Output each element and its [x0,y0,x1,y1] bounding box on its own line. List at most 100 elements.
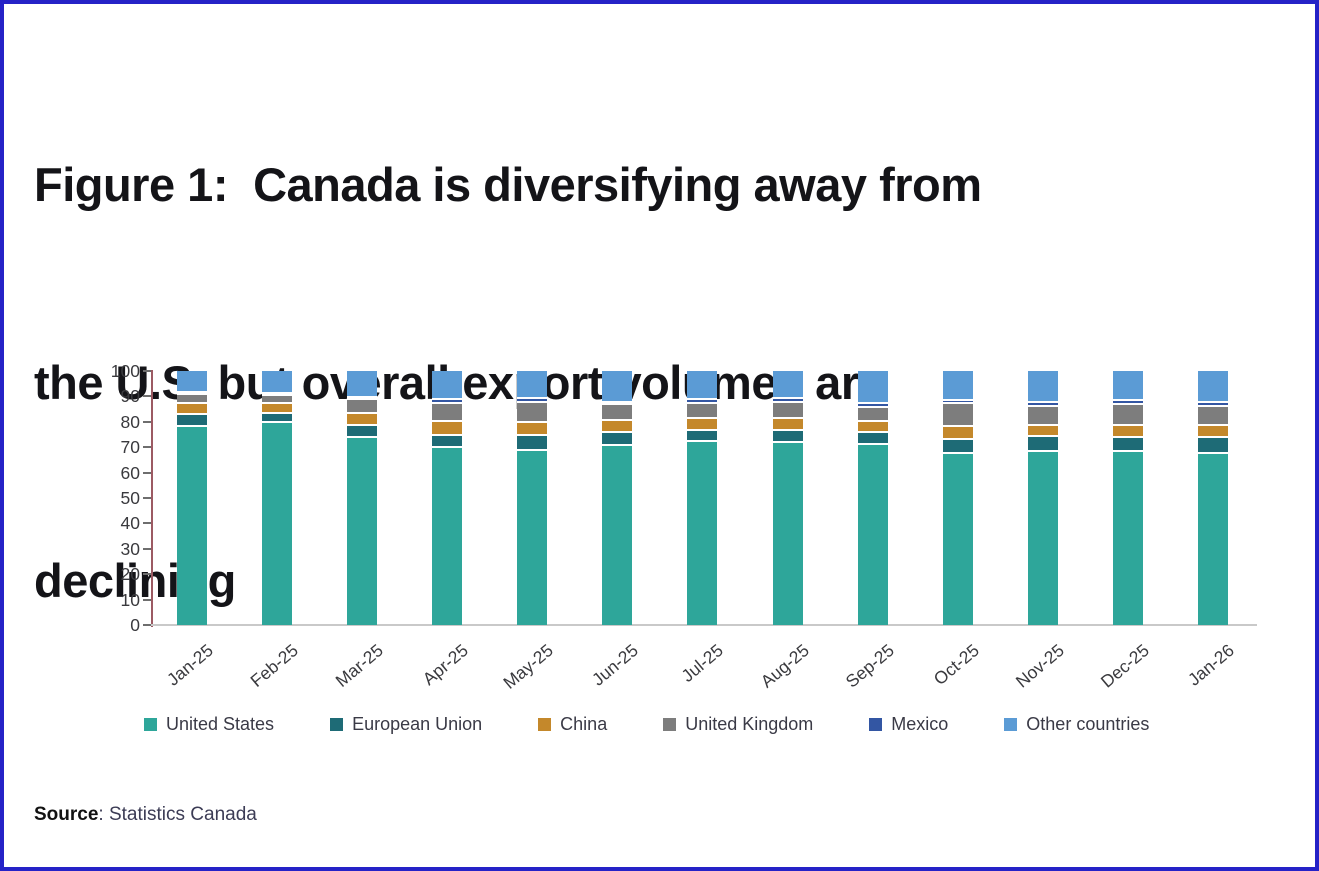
segment-european-union-Jun-25 [602,432,633,447]
source-value: : Statistics Canada [98,804,257,825]
x-tick-label-Oct-25: Oct-25 [929,640,983,690]
x-tick-label-Jan-25: Jan-25 [163,640,217,690]
segment-european-union-Aug-25 [772,430,803,444]
x-axis-baseline [151,624,1257,626]
segment-other-countries-Apr-25 [432,371,463,401]
y-tick-label-40: 40 [120,513,140,534]
export-share-stacked-bar-chart: 0 10 20 30 40 50 60 70 80 90 100 Jan-25 Feb-25 Mar-2… [4,4,1315,867]
y-axis-line [151,370,153,627]
legend-swatch-icon [869,718,883,731]
bar-Jan-26 [1197,371,1228,625]
segment-united-kingdom-Oct-25 [942,404,973,427]
segment-china-Sep-25 [857,421,888,434]
legend-item-other-countries: Other countries [1004,714,1149,735]
plot-area [151,371,1257,625]
bar-Jan-25 [177,371,207,625]
bar-Mar-25 [347,371,378,625]
segment-other-countries-Jan-26 [1197,371,1228,403]
segment-european-union-Feb-25 [262,414,293,424]
bar-Feb-25 [262,371,293,625]
segment-china-Jan-26 [1197,425,1228,439]
segment-mexico-Oct-25 [942,401,973,404]
x-tick-label-Aug-25: Aug-25 [756,640,813,692]
segment-other-countries-Sep-25 [857,371,888,405]
y-tick-label-50: 50 [120,488,140,508]
segment-united-states-Feb-25 [262,423,293,625]
segment-united-states-Jun-25 [602,446,633,625]
segment-united-states-Jul-25 [687,442,718,625]
x-tick-label-Jan-26: Jan-26 [1183,640,1238,690]
legend-label: European Union [352,714,483,734]
y-tick-label-0: 0 [130,615,140,635]
segment-united-kingdom-Sep-25 [857,407,888,422]
segment-united-states-Jan-26 [1197,453,1228,625]
segment-mexico-Apr-25 [432,400,463,404]
legend-item-china: China [538,714,607,735]
x-tick-label-Feb-25: Feb-25 [246,640,302,691]
segment-united-states-May-25 [517,450,548,625]
y-tick-label-20: 20 [120,564,140,585]
x-tick-label-Apr-25: Apr-25 [418,640,473,690]
segment-united-states-Dec-25 [1112,452,1143,625]
legend-swatch-icon [1004,718,1018,731]
y-tick-mark-100 [143,370,151,372]
y-tick-mark-40 [143,522,151,525]
segment-mexico-May-25 [517,398,548,403]
bar-Oct-25 [942,371,973,625]
segment-united-kingdom-Aug-25 [772,402,803,420]
segment-european-union-Jul-25 [687,430,718,443]
legend-label: United States [166,714,275,734]
bar-Aug-25 [772,371,803,625]
x-tick-label-Jun-25: Jun-25 [588,640,643,690]
segment-mexico-Nov-25 [1027,402,1058,407]
segment-china-Aug-25 [772,419,803,431]
legend-swatch-icon [538,718,552,731]
legend-swatch-icon [144,718,157,731]
segment-european-union-Oct-25 [942,439,973,454]
legend-item-european-union: European Union [330,714,482,735]
segment-united-kingdom-Feb-25 [262,396,293,404]
bar-Jul-25 [687,371,718,625]
segment-other-countries-Feb-25 [262,371,293,394]
segment-mexico-Jul-25 [687,400,718,404]
source-label: Source [34,804,99,825]
y-tick-label-80: 80 [120,411,140,432]
y-tick-mark-20 [143,573,151,576]
segment-mexico-Dec-25 [1112,401,1143,406]
segment-china-Mar-25 [347,414,378,426]
y-tick-mark-80 [143,420,151,423]
segment-united-kingdom-Jun-25 [602,404,633,422]
segment-united-kingdom-Jul-25 [687,404,718,420]
legend-item-mexico: Mexico [869,714,948,735]
y-tick-label-10: 10 [120,589,140,610]
segment-european-union-Nov-25 [1027,437,1058,453]
segment-european-union-Jan-25 [177,415,207,427]
segment-mexico-Jan-26 [1197,402,1228,407]
segment-united-kingdom-Mar-25 [347,400,378,415]
bar-Jun-25 [602,371,633,625]
segment-other-countries-Mar-25 [347,371,378,398]
segment-mexico-Jan-25 [177,392,207,396]
x-tick-label-Sep-25: Sep-25 [841,640,898,692]
legend-item-united-kingdom: United Kingdom [663,714,813,735]
y-tick-label-70: 70 [120,437,140,458]
segment-other-countries-Aug-25 [772,371,803,399]
segment-china-May-25 [517,423,548,436]
y-tick-mark-50 [143,497,151,499]
segment-other-countries-Jan-25 [177,371,207,393]
segment-other-countries-May-25 [517,371,548,399]
segment-china-Oct-25 [942,426,973,440]
y-tick-mark-70 [143,446,151,449]
x-tick-label-Jul-25: Jul-25 [677,640,728,686]
legend-item-united-states: United States [144,714,274,735]
segment-european-union-Mar-25 [347,425,378,439]
segment-united-kingdom-Jan-25 [177,395,207,404]
y-tick-label-60: 60 [120,462,140,483]
source-note: Source: Statistics Canada [34,804,257,826]
x-tick-label-May-25: May-25 [499,640,558,693]
segment-united-states-Mar-25 [347,438,378,625]
y-tick-mark-30 [143,547,151,550]
segment-united-kingdom-May-25 [517,402,548,424]
segment-european-union-Jan-26 [1197,438,1228,454]
legend-label: Other countries [1026,714,1150,734]
